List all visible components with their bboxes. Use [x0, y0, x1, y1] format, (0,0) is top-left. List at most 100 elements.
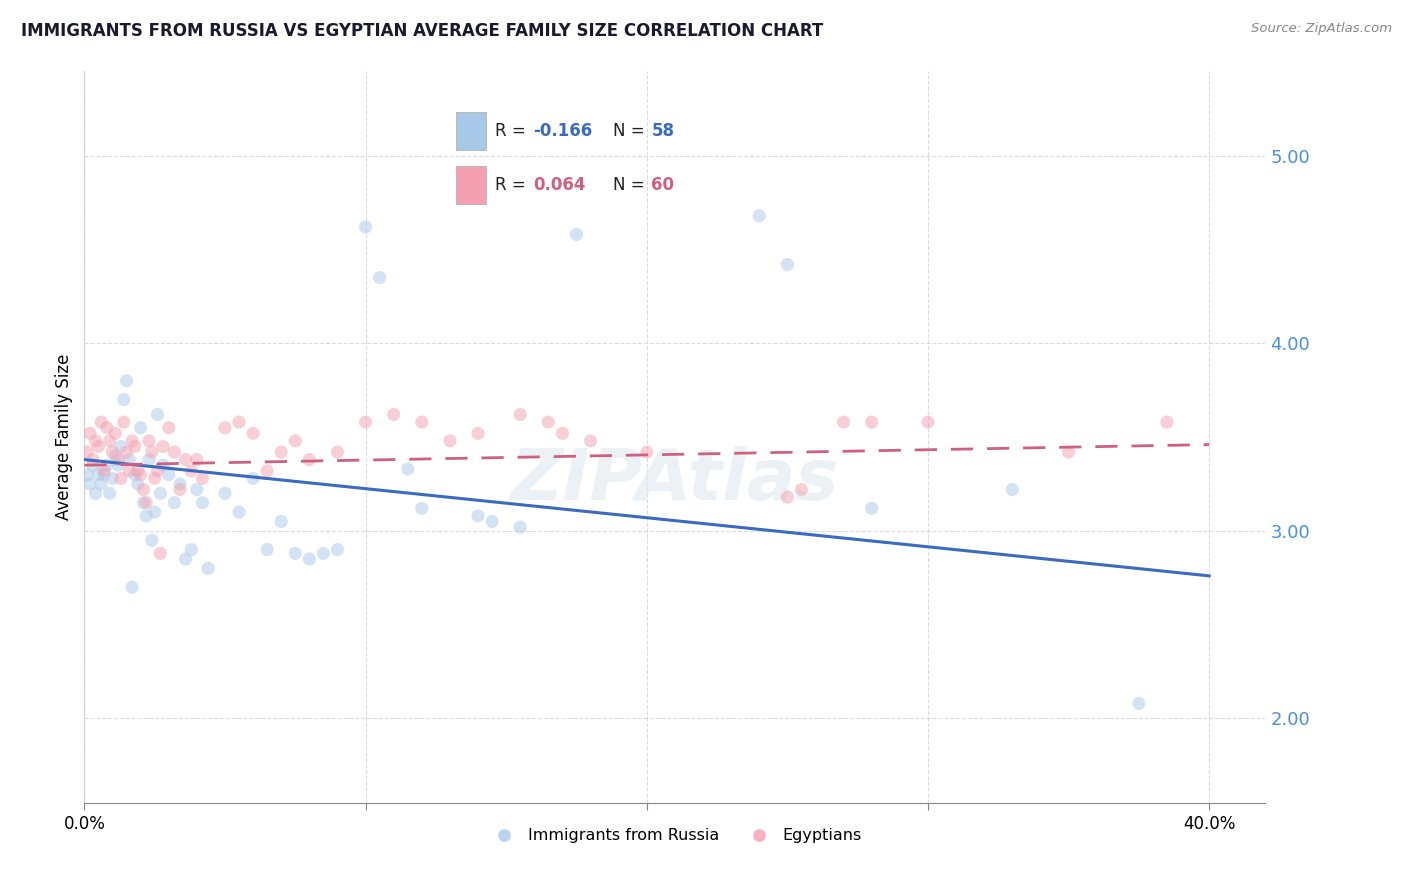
- Point: [84, 434, 107, 448]
- Point: [180, 542, 202, 557]
- Point: [860, 415, 883, 429]
- Point: [84, 486, 107, 500]
- Point: [112, 392, 135, 407]
- Point: [110, 471, 132, 485]
- Point: [228, 505, 250, 519]
- Point: [127, 477, 149, 491]
- Point: [79, 426, 101, 441]
- Point: [149, 546, 172, 560]
- Point: [157, 467, 180, 482]
- Point: [132, 483, 155, 497]
- Point: [551, 426, 574, 441]
- Point: [98, 486, 121, 500]
- Point: [1001, 483, 1024, 497]
- Point: [127, 464, 149, 478]
- Point: [748, 209, 770, 223]
- Point: [284, 546, 307, 560]
- Point: [439, 434, 461, 448]
- Point: [917, 415, 939, 429]
- Point: [82, 458, 104, 473]
- Point: [118, 464, 141, 478]
- Point: [191, 471, 214, 485]
- Point: [163, 496, 186, 510]
- Point: [146, 464, 169, 478]
- Point: [104, 426, 127, 441]
- Point: [138, 434, 160, 448]
- Point: [411, 501, 433, 516]
- Point: [129, 420, 152, 434]
- Point: [101, 445, 124, 459]
- Point: [396, 462, 419, 476]
- Point: [242, 426, 264, 441]
- Point: [124, 440, 146, 454]
- Point: [115, 445, 138, 459]
- Point: [776, 258, 799, 272]
- Point: [509, 520, 531, 534]
- Point: [832, 415, 855, 429]
- Point: [174, 552, 197, 566]
- Point: [87, 440, 110, 454]
- Point: [537, 415, 560, 429]
- Point: [197, 561, 219, 575]
- Point: [98, 434, 121, 448]
- Point: [186, 483, 208, 497]
- Point: [146, 408, 169, 422]
- Point: [1128, 697, 1150, 711]
- Point: [93, 467, 115, 482]
- Point: [256, 542, 278, 557]
- Point: [157, 420, 180, 434]
- Point: [101, 471, 124, 485]
- Legend: Immigrants from Russia, Egyptians: Immigrants from Russia, Egyptians: [481, 822, 869, 850]
- Point: [96, 458, 118, 473]
- Point: [565, 227, 588, 242]
- Point: [135, 496, 157, 510]
- Point: [1156, 415, 1178, 429]
- Point: [186, 452, 208, 467]
- Point: [90, 415, 112, 429]
- Point: [138, 452, 160, 467]
- Text: IMMIGRANTS FROM RUSSIA VS EGYPTIAN AVERAGE FAMILY SIZE CORRELATION CHART: IMMIGRANTS FROM RUSSIA VS EGYPTIAN AVERA…: [21, 22, 824, 40]
- Point: [90, 477, 112, 491]
- Point: [326, 445, 349, 459]
- Y-axis label: Average Family Size: Average Family Size: [55, 354, 73, 520]
- Point: [169, 477, 191, 491]
- Point: [76, 445, 98, 459]
- Point: [149, 486, 172, 500]
- Point: [368, 270, 391, 285]
- Point: [121, 580, 143, 594]
- Point: [107, 452, 129, 467]
- Point: [143, 505, 166, 519]
- Point: [312, 546, 335, 560]
- Point: [115, 374, 138, 388]
- Point: [1057, 445, 1080, 459]
- Point: [118, 452, 141, 467]
- Point: [298, 452, 321, 467]
- Point: [152, 458, 174, 473]
- Point: [180, 464, 202, 478]
- Point: [467, 508, 489, 523]
- Point: [284, 434, 307, 448]
- Point: [270, 445, 292, 459]
- Point: [411, 415, 433, 429]
- Point: [228, 415, 250, 429]
- Point: [132, 496, 155, 510]
- Point: [326, 542, 349, 557]
- Point: [124, 467, 146, 482]
- Point: [163, 445, 186, 459]
- Point: [141, 445, 163, 459]
- Point: [129, 467, 152, 482]
- Point: [112, 415, 135, 429]
- Point: [87, 467, 110, 482]
- Point: [214, 486, 236, 500]
- Point: [135, 508, 157, 523]
- Point: [121, 434, 143, 448]
- Point: [270, 515, 292, 529]
- Text: ZIPAtlas: ZIPAtlas: [510, 447, 839, 516]
- Point: [214, 420, 236, 434]
- Text: Source: ZipAtlas.com: Source: ZipAtlas.com: [1251, 22, 1392, 36]
- Point: [191, 496, 214, 510]
- Point: [790, 483, 813, 497]
- Point: [860, 501, 883, 516]
- Point: [174, 452, 197, 467]
- Point: [298, 552, 321, 566]
